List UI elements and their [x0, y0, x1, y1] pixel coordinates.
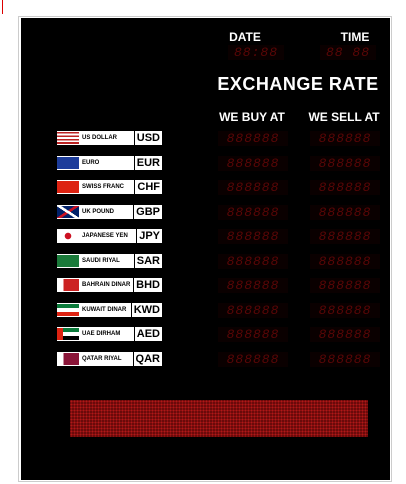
buy-display: 888888 — [218, 278, 288, 293]
currency-name: QATAR RIYAL — [82, 355, 122, 362]
currency-code: KWD — [130, 302, 160, 317]
currency-label: KUWAIT DINAR KWD — [57, 302, 162, 317]
currency-name: UK POUND — [82, 208, 115, 215]
title: EXCHANGE RATE — [217, 74, 379, 94]
currency-name: JAPANESE YEN — [82, 233, 128, 239]
currency-name: US DOLLAR — [82, 135, 117, 141]
currency-label: JAPANESE YEN JPY — [57, 229, 162, 243]
led-panel — [70, 400, 368, 437]
buy-display: 888888 — [218, 180, 288, 195]
flag — [57, 328, 79, 340]
sell-display: 888888 — [310, 131, 380, 146]
flag — [57, 181, 79, 193]
flag — [57, 205, 79, 218]
flag — [57, 230, 79, 242]
currency-code: SAR — [133, 253, 160, 268]
date-display: 88:88 — [228, 45, 284, 60]
currency-code: CHF — [134, 180, 160, 194]
currency-label: UAE DIRHAM AED — [57, 327, 162, 341]
flag — [57, 132, 79, 144]
currency-label: SAUDI RIYAL SAR — [57, 253, 162, 268]
currency-name: UAE DIRHAM — [82, 331, 121, 337]
sell-header: WE SELL AT — [308, 110, 380, 124]
sell-display: 888888 — [310, 302, 380, 318]
currency-code: BHD — [133, 278, 160, 292]
currency-name: SWISS FRANC — [82, 184, 124, 190]
currency-name: EURO — [82, 159, 100, 166]
buy-display: 888888 — [218, 327, 288, 342]
currency-code: GBP — [133, 204, 160, 219]
currency-name: SAUDI RIYAL — [82, 257, 120, 264]
buy-display: 888888 — [218, 253, 288, 269]
flag — [57, 352, 79, 365]
sell-display: 888888 — [310, 278, 380, 293]
buy-display: 888888 — [218, 204, 288, 220]
buy-display: 888888 — [218, 229, 288, 244]
sell-display: 888888 — [310, 229, 380, 244]
currency-label: BAHRAIN DINAR BHD — [57, 278, 162, 292]
corner-mark — [2, 0, 3, 14]
currency-code: QAR — [132, 351, 160, 366]
time-display: 88 88 — [320, 45, 376, 60]
buy-display: 888888 — [218, 155, 288, 171]
currency-label: UK POUND GBP — [57, 204, 162, 219]
sell-display: 888888 — [310, 180, 380, 195]
flag — [57, 254, 79, 267]
buy-display: 888888 — [218, 131, 288, 146]
currency-code: AED — [133, 327, 160, 341]
sell-display: 888888 — [310, 253, 380, 269]
sell-display: 888888 — [310, 155, 380, 171]
currency-code: USD — [133, 131, 160, 145]
currency-name: KUWAIT DINAR — [82, 306, 127, 313]
buy-header: WE BUY AT — [219, 110, 285, 124]
currency-label: EURO EUR — [57, 155, 162, 170]
time-label: TIME — [340, 30, 370, 44]
currency-name: BAHRAIN DINAR — [82, 282, 131, 288]
frame — [18, 16, 392, 482]
currency-label: SWISS FRANC CHF — [57, 180, 162, 194]
currency-code: JPY — [136, 229, 160, 243]
currency-code: EUR — [133, 155, 160, 170]
buy-display: 888888 — [218, 351, 288, 367]
flag — [57, 279, 79, 291]
currency-label: QATAR RIYAL QAR — [57, 351, 162, 366]
currency-label: US DOLLAR USD — [57, 131, 162, 145]
date-label: DATE — [229, 30, 261, 44]
sell-display: 888888 — [310, 351, 380, 367]
flag — [57, 303, 79, 316]
flag — [57, 156, 79, 169]
sell-display: 888888 — [310, 327, 380, 342]
buy-display: 888888 — [218, 302, 288, 318]
sell-display: 888888 — [310, 204, 380, 220]
